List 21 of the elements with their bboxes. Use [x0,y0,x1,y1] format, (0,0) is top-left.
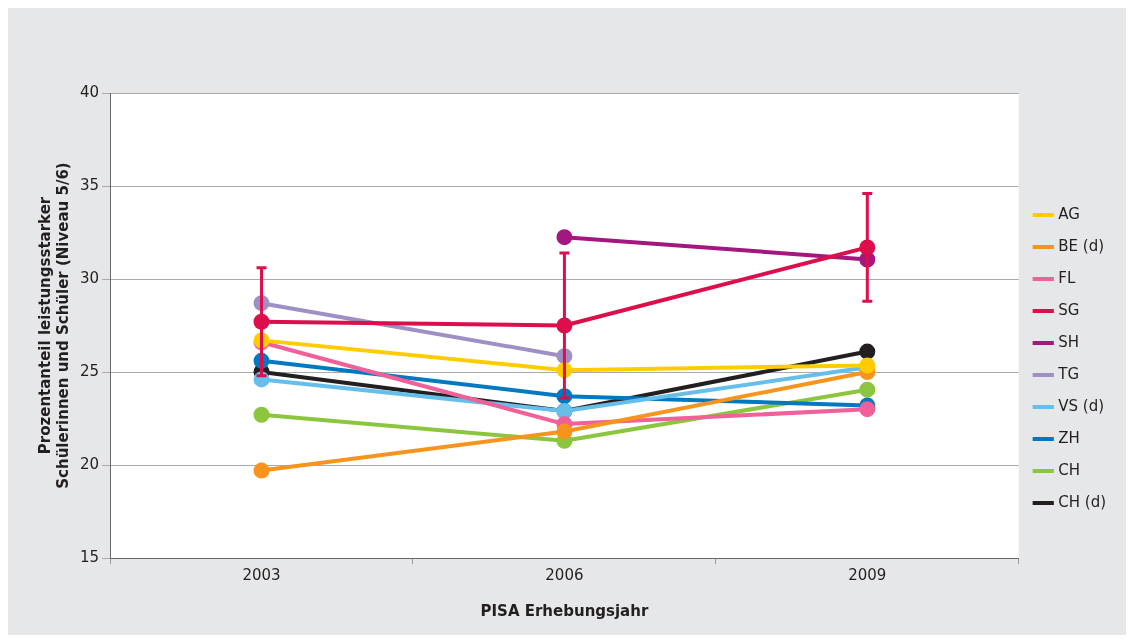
legend-label: BE (d) [1058,236,1105,255]
legend-label: AG [1058,204,1080,223]
legend-label: VS (d) [1058,396,1105,415]
legend-label: FL [1058,268,1076,287]
y-tick-label: 20 [79,454,100,473]
x-axis-title: PISA Erhebungsjahr [480,601,649,620]
legend-label: CH [1058,460,1081,479]
legend-label: SH [1058,332,1080,351]
legend-label: TG [1057,364,1080,383]
legend-label: SG [1058,300,1080,319]
x-tick-label: 2006 [545,565,584,584]
legend-label: ZH [1058,428,1080,447]
y-tick-label: 35 [79,175,100,194]
legend-label: CH (d) [1058,492,1106,511]
y-tick-label: 25 [79,361,100,380]
y-axis-title: Prozentanteil leistungsstarker Schülerinnen und Schüler (Niveau 5/6) [35,162,72,489]
x-tick-label: 2003 [242,565,281,584]
y-tick-label: 40 [79,82,100,101]
x-tick-label: 2009 [848,565,887,584]
y-tick-label: 15 [79,547,100,566]
y-tick-label: 30 [79,268,100,287]
